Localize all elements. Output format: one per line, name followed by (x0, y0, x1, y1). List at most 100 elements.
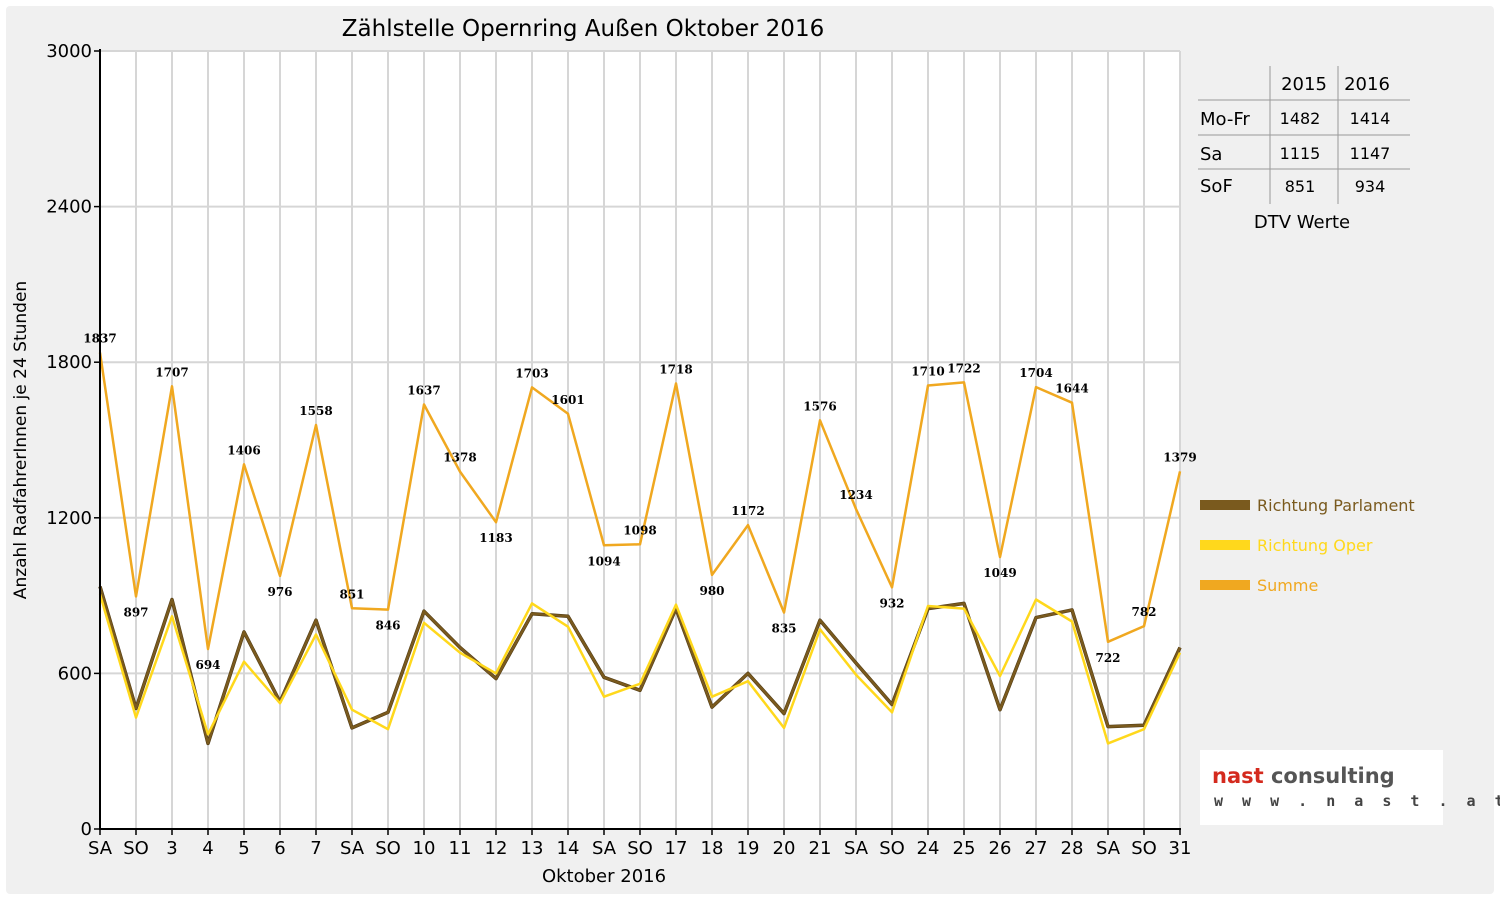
legend: Richtung Parlament Richtung Oper Summe (1200, 496, 1415, 595)
x-tick-label: 7 (310, 838, 321, 859)
x-tick-label: 3 (166, 838, 177, 859)
data-label-summe: 846 (375, 619, 400, 633)
x-tick-label: 20 (773, 838, 796, 859)
data-label-summe: 851 (339, 587, 364, 601)
x-tick-label: 6 (274, 838, 285, 859)
legend-swatch-parlament (1200, 500, 1250, 510)
x-tick-label: 11 (449, 838, 472, 859)
data-label-summe: 1644 (1055, 382, 1088, 396)
data-label-summe: 1837 (83, 332, 116, 346)
data-label-summe: 782 (1131, 605, 1156, 619)
data-label-summe: 1049 (983, 566, 1016, 580)
legend-label-oper: Richtung Oper (1257, 536, 1373, 555)
data-label-summe: 1576 (803, 399, 836, 413)
data-label-summe: 1406 (227, 443, 260, 457)
chart-title: Zählstelle Opernring Außen Oktober 2016 (342, 16, 824, 42)
data-label-summe: 932 (879, 596, 904, 610)
dtv-row-label: SoF (1200, 176, 1233, 197)
legend-swatch-oper (1200, 540, 1250, 550)
x-tick-label: SA (844, 838, 869, 859)
series-lines (98, 352, 1182, 746)
data-label-summe: 1172 (731, 504, 764, 518)
data-label-summe: 1637 (407, 383, 440, 397)
data-label-summe: 1704 (1019, 366, 1052, 380)
x-tick-label: 27 (1025, 838, 1048, 859)
y-tick-label: 0 (81, 819, 92, 840)
logo-wordmark: nast consulting (1212, 764, 1395, 788)
x-tick-label: 17 (665, 838, 688, 859)
x-tick-label: SA (592, 838, 617, 859)
x-tick-label: 25 (953, 838, 976, 859)
data-label-summe: 835 (771, 621, 796, 635)
grid-lines (99, 50, 1181, 829)
data-label-summe: 1094 (587, 554, 620, 568)
y-tick-labels: 0 600 1200 1800 2400 3000 (46, 41, 92, 840)
x-tick-label: SO (123, 838, 149, 859)
logo-part-consulting: consulting (1263, 764, 1395, 788)
nast-consulting-logo: nast consulting w w w . n a s t . a t (1200, 750, 1500, 825)
x-tick-label: 4 (202, 838, 213, 859)
dtv-table: 2015 2016 Mo-Fr 1482 1414 Sa 1115 1147 S… (1198, 66, 1410, 233)
legend-swatch-summe (1200, 580, 1250, 590)
data-label-summe: 1710 (911, 365, 944, 379)
x-tick-label: 5 (238, 838, 249, 859)
dtv-caption: DTV Werte (1254, 212, 1350, 233)
dtv-row-label: Sa (1200, 144, 1222, 165)
dtv-cell: 1115 (1280, 144, 1321, 163)
x-tick-label: SO (879, 838, 905, 859)
data-label-summe: 694 (195, 658, 220, 672)
dtv-row-label: Mo-Fr (1200, 109, 1250, 130)
x-tick-label: SA (340, 838, 365, 859)
x-tick-label: 14 (557, 838, 580, 859)
x-tick-label: 19 (737, 838, 760, 859)
legend-label-parlament: Richtung Parlament (1257, 496, 1415, 515)
dtv-cell: 1147 (1350, 144, 1391, 163)
data-label-summe: 1718 (659, 362, 692, 376)
x-tick-label: 12 (485, 838, 508, 859)
y-tick-label: 2400 (46, 197, 92, 218)
data-label-summe: 980 (699, 584, 724, 598)
dtv-col-2015: 2015 (1281, 74, 1327, 95)
dtv-cell: 934 (1355, 177, 1386, 196)
data-label-summe: 1722 (947, 361, 980, 375)
data-label-summe: 976 (267, 585, 292, 599)
dtv-cell: 1482 (1280, 109, 1321, 128)
x-tick-label: 31 (1169, 838, 1192, 859)
x-tick-label: 10 (413, 838, 436, 859)
x-tick-labels: SA SO 3 4 5 6 7 SA SO 10 11 12 13 14 SA SO 17 18 19 20 21 SA S… (88, 838, 1191, 859)
data-label-summe: 1558 (299, 404, 332, 418)
data-label-summe: 1098 (623, 523, 656, 537)
x-tick-label: SA (1096, 838, 1121, 859)
legend-label-summe: Summe (1257, 576, 1318, 595)
dtv-col-2016: 2016 (1344, 74, 1390, 95)
x-tick-label: SO (627, 838, 653, 859)
data-label-summe: 1703 (515, 366, 548, 380)
y-tick-label: 600 (58, 663, 92, 684)
series-line-oper (98, 593, 1182, 745)
data-label-summe: 1601 (551, 393, 584, 407)
series-line-summe (98, 352, 1182, 651)
x-tick-label: 21 (809, 838, 832, 859)
data-label-summe: 1378 (443, 451, 476, 465)
dtv-cell: 1414 (1350, 109, 1391, 128)
logo-part-nast: nast (1212, 764, 1264, 788)
x-tick-label: 26 (989, 838, 1012, 859)
data-label-summe: 1707 (155, 365, 188, 379)
x-tick-label: 24 (917, 838, 940, 859)
data-labels: 1837 897 1707 694 1406 976 1558 851 846 1637 1378 1… (83, 332, 1196, 672)
x-tick-label: 13 (521, 838, 544, 859)
data-label-summe: 722 (1095, 651, 1120, 665)
x-tick-label: 28 (1061, 838, 1084, 859)
y-tick-label: 3000 (46, 41, 92, 62)
y-tick-label: 1200 (46, 508, 92, 529)
x-axis-label: Oktober 2016 (542, 866, 666, 887)
data-label-summe: 1234 (839, 488, 872, 502)
data-label-summe: 1379 (1163, 450, 1196, 464)
logo-url: w w w . n a s t . a t (1214, 792, 1500, 810)
axes (94, 49, 1181, 835)
y-tick-label: 1800 (46, 352, 92, 373)
dtv-cell: 851 (1285, 177, 1316, 196)
x-tick-label: SO (1131, 838, 1157, 859)
data-label-summe: 897 (123, 605, 148, 619)
